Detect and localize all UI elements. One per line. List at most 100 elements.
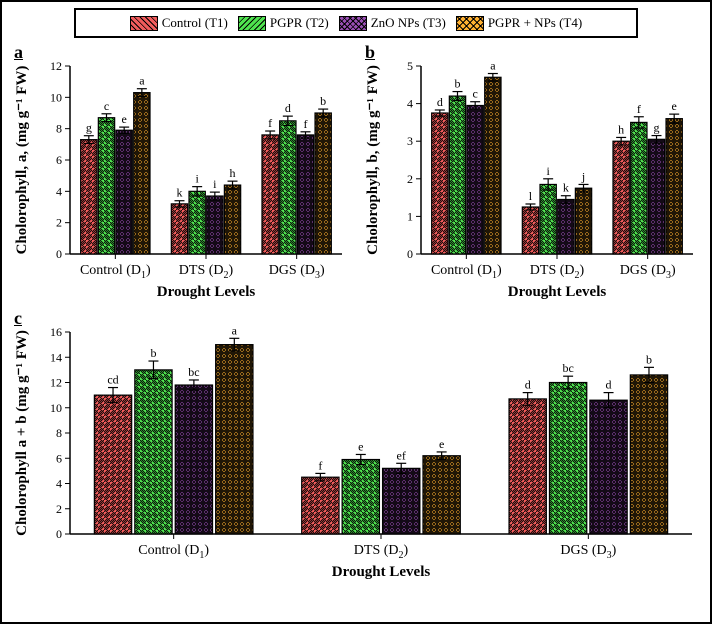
bar (94, 395, 131, 534)
bar (189, 191, 205, 254)
svg-text:bc: bc (562, 361, 573, 375)
legend-label: PGPR + NPs (T4) (488, 15, 582, 31)
svg-text:Cholorophyll a + b (mg g⁻¹ FW): Cholorophyll a + b (mg g⁻¹ FW) (14, 330, 30, 536)
svg-text:DGS (D3): DGS (D3) (269, 263, 325, 281)
bar (280, 121, 296, 254)
bar (449, 96, 465, 254)
svg-text:Drought Levels: Drought Levels (508, 284, 607, 300)
svg-text:a: a (490, 59, 496, 73)
bar (666, 119, 682, 254)
bar (648, 139, 664, 254)
svg-text:3: 3 (407, 134, 413, 148)
bar (116, 130, 132, 254)
svg-text:DGS (D3): DGS (D3) (620, 263, 676, 281)
bar (522, 207, 538, 254)
panel-tag-c: c (14, 308, 22, 329)
bar (315, 113, 331, 254)
svg-text:10: 10 (50, 90, 62, 104)
bar (135, 370, 172, 534)
legend-item-control: Control (T1) (130, 15, 228, 31)
bar (485, 77, 501, 254)
chart-c: 0246810121416Cholorophyll a + b (mg g⁻¹ … (8, 308, 702, 584)
svg-text:bc: bc (188, 365, 199, 379)
bar (81, 140, 97, 254)
svg-text:l: l (529, 189, 533, 203)
svg-text:e: e (358, 439, 363, 453)
svg-text:k: k (563, 181, 569, 195)
svg-text:4: 4 (56, 184, 62, 198)
svg-text:b: b (454, 77, 460, 91)
svg-text:2: 2 (407, 172, 413, 186)
svg-text:h: h (618, 122, 624, 136)
svg-text:5: 5 (407, 59, 413, 73)
bar (262, 135, 278, 254)
svg-text:d: d (606, 378, 612, 392)
svg-text:c: c (104, 99, 109, 113)
svg-text:6: 6 (56, 153, 62, 167)
svg-text:Drought Levels: Drought Levels (157, 284, 256, 300)
bar (631, 122, 647, 254)
svg-text:0: 0 (56, 247, 62, 261)
svg-text:b: b (646, 352, 652, 366)
svg-text:Control (D1): Control (D1) (138, 543, 209, 561)
svg-text:8: 8 (56, 122, 62, 136)
svg-text:e: e (672, 99, 677, 113)
chart-b: 012345Cholorophyll, b, (mg g⁻¹ FW)Contro… (359, 42, 703, 304)
bar (549, 383, 586, 535)
svg-text:DTS (D2): DTS (D2) (530, 263, 585, 281)
bar (302, 477, 339, 534)
svg-text:f: f (304, 117, 308, 131)
legend-label: Control (T1) (162, 15, 228, 31)
svg-text:e: e (122, 112, 127, 126)
svg-text:DTS (D2): DTS (D2) (354, 543, 409, 561)
legend-item-pgpr: PGPR (T2) (238, 15, 329, 31)
svg-text:g: g (654, 121, 660, 135)
bar (171, 204, 187, 254)
svg-text:10: 10 (50, 401, 62, 415)
panel-c: c 0246810121416Cholorophyll a + b (mg g⁻… (8, 308, 704, 584)
svg-text:4: 4 (407, 97, 413, 111)
svg-text:0: 0 (407, 247, 413, 261)
panel-tag-b: b (365, 42, 375, 63)
svg-text:4: 4 (56, 477, 62, 491)
svg-text:12: 12 (50, 376, 62, 390)
bar (175, 385, 212, 534)
bar (383, 468, 420, 534)
bar (630, 375, 667, 534)
svg-text:f: f (268, 116, 272, 130)
svg-text:i: i (213, 177, 217, 191)
bar (575, 188, 591, 254)
svg-text:6: 6 (56, 451, 62, 465)
svg-text:1: 1 (407, 209, 413, 223)
figure-frame: Control (T1)PGPR (T2)ZnO NPs (T3)PGPR + … (0, 0, 712, 624)
chart-a: 024681012Cholorophyll, a, (mg g⁻¹ FW)Con… (8, 42, 352, 304)
bar (558, 199, 574, 254)
svg-text:16: 16 (50, 325, 62, 339)
panel-b: b 012345Cholorophyll, b, (mg g⁻¹ FW)Cont… (359, 42, 704, 304)
svg-text:Drought Levels: Drought Levels (332, 564, 431, 580)
svg-text:i: i (546, 164, 550, 178)
svg-text:DTS (D2): DTS (D2) (179, 263, 234, 281)
panel-a: a 024681012Cholorophyll, a, (mg g⁻¹ FW)C… (8, 42, 353, 304)
svg-text:d: d (437, 95, 443, 109)
panel-tag-a: a (14, 42, 23, 63)
svg-text:f: f (318, 458, 322, 472)
svg-text:b: b (320, 94, 326, 108)
svg-text:a: a (232, 323, 238, 337)
bar (423, 456, 460, 534)
legend-label: PGPR (T2) (270, 15, 329, 31)
bar (540, 184, 556, 254)
svg-text:e: e (439, 437, 444, 451)
svg-text:12: 12 (50, 59, 62, 73)
bar (297, 135, 313, 254)
bar (342, 460, 379, 534)
legend: Control (T1)PGPR (T2)ZnO NPs (T3)PGPR + … (74, 8, 638, 38)
bar (98, 118, 114, 254)
svg-text:d: d (525, 378, 531, 392)
bar (432, 113, 448, 254)
svg-text:DGS (D3): DGS (D3) (560, 543, 616, 561)
bar (509, 399, 546, 534)
svg-text:2: 2 (56, 216, 62, 230)
svg-text:14: 14 (50, 350, 62, 364)
svg-text:8: 8 (56, 426, 62, 440)
